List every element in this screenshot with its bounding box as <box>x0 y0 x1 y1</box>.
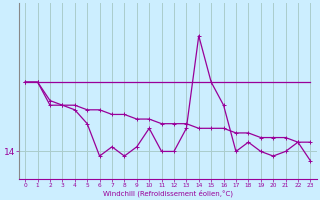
X-axis label: Windchill (Refroidissement éolien,°C): Windchill (Refroidissement éolien,°C) <box>103 189 233 197</box>
